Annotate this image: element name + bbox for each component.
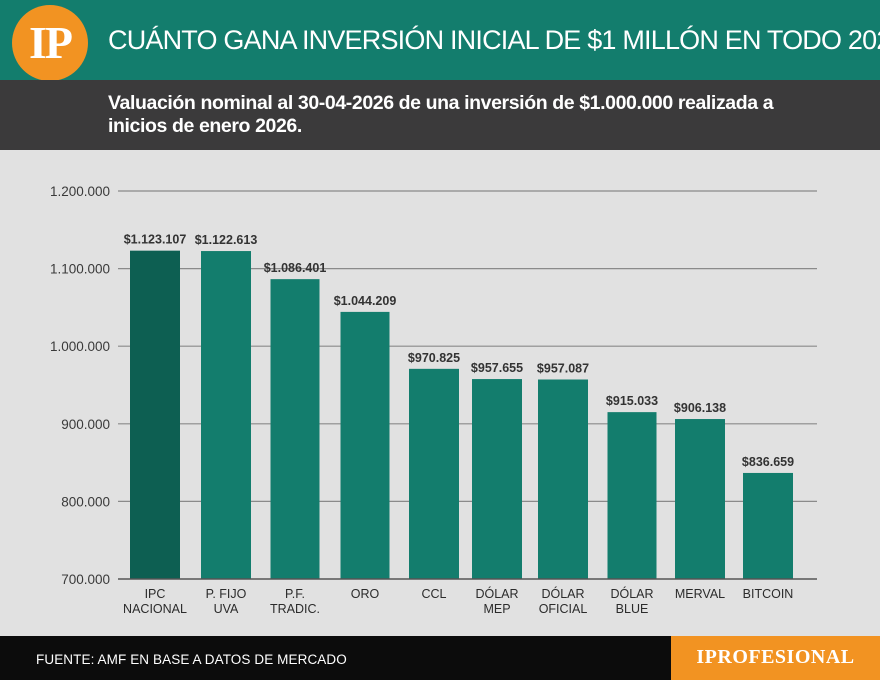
x-tick-label: CCL	[421, 587, 446, 601]
x-tick-label: BITCOIN	[743, 587, 794, 601]
data-label: $957.087	[537, 362, 589, 376]
subheader-band	[0, 80, 880, 150]
bar	[472, 379, 522, 579]
y-tick-label: 800.000	[61, 494, 110, 509]
y-tick-label: 1.000.000	[50, 339, 110, 354]
data-label: $915.033	[606, 394, 658, 408]
x-tick-label: UVA	[214, 602, 239, 616]
bar	[270, 279, 320, 579]
data-label: $1.086.401	[264, 261, 327, 275]
bar	[538, 379, 588, 579]
chart-title: CUÁNTO GANA INVERSIÓN INICIAL DE $1 MILL…	[108, 25, 880, 55]
y-tick-label: 1.100.000	[50, 262, 110, 277]
data-label: $1.123.107	[124, 233, 187, 247]
brand-box	[671, 636, 880, 680]
x-tick-label: DÓLAR	[541, 586, 584, 601]
x-tick-label: P. FIJO	[206, 587, 247, 601]
x-tick-label: BLUE	[616, 602, 649, 616]
x-tick-label: TRADIC.	[270, 602, 320, 616]
x-tick-label: NACIONAL	[123, 602, 187, 616]
x-tick-label: IPC	[145, 587, 166, 601]
bar-chart: 700.000 800.000 900.000 1.000.000 1.100.000 1…	[50, 184, 817, 616]
header-band	[0, 0, 880, 80]
data-label: $1.044.209	[334, 294, 397, 308]
brand-wordmark: IPROFESIONAL	[696, 646, 855, 668]
bar	[409, 368, 459, 579]
x-tick-label: DÓLAR	[475, 586, 518, 601]
x-tick-label: MERVAL	[675, 587, 725, 601]
bar	[607, 412, 657, 579]
bar	[743, 472, 793, 579]
data-label: $1.122.613	[195, 233, 258, 247]
y-tick-label: 700.000	[61, 572, 110, 587]
data-label: $970.825	[408, 351, 460, 365]
y-tick-label: 900.000	[61, 417, 110, 432]
chart-subtitle: Valuación nominal al 30-04-2026 de una i…	[108, 92, 774, 137]
data-label: $906.138	[674, 401, 726, 415]
iprofesional-logo: IP	[12, 5, 88, 81]
data-label: $957.655	[471, 361, 523, 375]
bar	[130, 250, 180, 579]
x-tick-label: ORO	[351, 587, 380, 601]
bar	[340, 311, 390, 579]
logo-text: IP	[29, 17, 73, 68]
bar	[201, 251, 251, 579]
x-tick-label: P.F.	[285, 587, 305, 601]
x-tick-label: MEP	[483, 602, 510, 616]
source-note: FUENTE: AMF EN BASE A DATOS DE MERCADO	[36, 652, 347, 667]
bar	[675, 419, 725, 579]
x-tick-label: DÓLAR	[610, 586, 653, 601]
data-label: $836.659	[742, 455, 794, 469]
x-tick-label: OFICIAL	[539, 602, 588, 616]
y-tick-label: 1.200.000	[50, 184, 110, 199]
